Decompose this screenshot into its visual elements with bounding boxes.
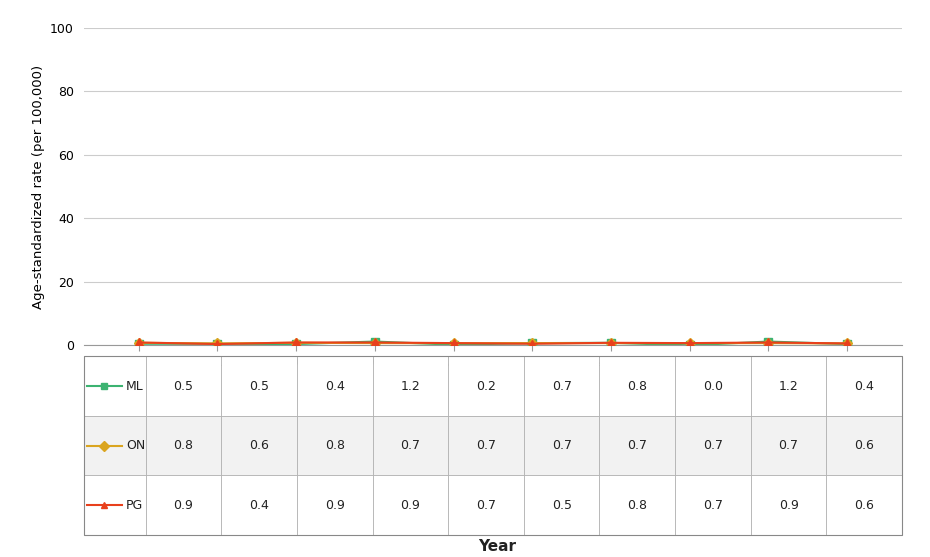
Text: 0.7: 0.7 <box>703 439 723 452</box>
Bar <box>221 475 297 535</box>
Bar <box>600 416 675 475</box>
Bar <box>827 416 902 475</box>
Text: 0.7: 0.7 <box>476 439 496 452</box>
Bar <box>827 475 902 535</box>
Bar <box>600 475 675 535</box>
Y-axis label: Age-standardized rate (per 100,000): Age-standardized rate (per 100,000) <box>32 65 45 309</box>
Text: 0.8: 0.8 <box>628 499 647 511</box>
Text: 0.7: 0.7 <box>551 439 572 452</box>
Text: ON: ON <box>126 439 145 452</box>
Bar <box>751 416 827 475</box>
Bar <box>146 356 221 416</box>
Bar <box>827 356 902 416</box>
Text: 0.6: 0.6 <box>249 439 269 452</box>
Bar <box>297 416 373 475</box>
Bar <box>524 416 600 475</box>
Bar <box>221 356 297 416</box>
Text: 0.9: 0.9 <box>401 499 420 511</box>
Text: 0.7: 0.7 <box>778 439 799 452</box>
Text: 0.2: 0.2 <box>476 380 496 393</box>
Bar <box>373 416 448 475</box>
Bar <box>84 475 146 535</box>
Text: 0.7: 0.7 <box>628 439 647 452</box>
Bar <box>297 475 373 535</box>
Bar <box>297 356 373 416</box>
Text: 0.6: 0.6 <box>855 499 874 511</box>
Bar <box>675 475 751 535</box>
Text: 0.7: 0.7 <box>401 439 420 452</box>
Bar <box>448 475 524 535</box>
Bar <box>84 416 146 475</box>
Bar <box>448 416 524 475</box>
Bar <box>84 356 146 416</box>
Bar <box>373 475 448 535</box>
Bar <box>373 356 448 416</box>
Text: 0.7: 0.7 <box>476 499 496 511</box>
Text: 0.8: 0.8 <box>173 439 193 452</box>
Text: 0.5: 0.5 <box>249 380 269 393</box>
Bar <box>524 356 600 416</box>
Text: PG: PG <box>126 499 143 511</box>
Bar <box>146 416 221 475</box>
Bar <box>751 356 827 416</box>
Text: 1.2: 1.2 <box>401 380 420 393</box>
Bar <box>146 475 221 535</box>
Text: 0.5: 0.5 <box>173 380 193 393</box>
Text: ML: ML <box>126 380 143 393</box>
Text: 0.8: 0.8 <box>325 439 345 452</box>
Bar <box>675 416 751 475</box>
Text: 0.9: 0.9 <box>325 499 345 511</box>
Text: Year: Year <box>479 539 516 554</box>
Bar <box>600 356 675 416</box>
Text: 0.7: 0.7 <box>703 499 723 511</box>
Text: 0.4: 0.4 <box>855 380 874 393</box>
Bar <box>524 475 600 535</box>
Text: 0.9: 0.9 <box>174 499 193 511</box>
Bar <box>221 416 297 475</box>
Text: 0.4: 0.4 <box>249 499 269 511</box>
Bar <box>751 475 827 535</box>
Text: 0.9: 0.9 <box>778 499 799 511</box>
Text: 0.0: 0.0 <box>703 380 723 393</box>
Text: 0.8: 0.8 <box>628 380 647 393</box>
Bar <box>448 356 524 416</box>
Text: 0.6: 0.6 <box>855 439 874 452</box>
Text: 0.7: 0.7 <box>551 380 572 393</box>
Bar <box>675 356 751 416</box>
Text: 0.4: 0.4 <box>325 380 345 393</box>
Text: 0.5: 0.5 <box>551 499 572 511</box>
Text: 1.2: 1.2 <box>778 380 799 393</box>
